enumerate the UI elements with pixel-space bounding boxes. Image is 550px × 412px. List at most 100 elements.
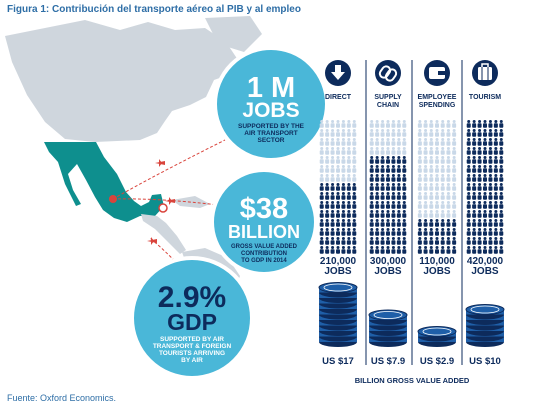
person-icon bbox=[466, 228, 471, 236]
person-icon bbox=[375, 147, 380, 155]
person-icon bbox=[391, 192, 396, 200]
person-icon bbox=[493, 192, 498, 200]
person-icon bbox=[352, 210, 357, 218]
person-icon bbox=[440, 201, 445, 209]
person-icon bbox=[330, 147, 335, 155]
jobs-value-label: 420,000 bbox=[467, 256, 504, 267]
person-icon bbox=[396, 228, 401, 236]
person-icon bbox=[369, 183, 374, 191]
person-icon bbox=[346, 246, 351, 254]
person-icon bbox=[493, 183, 498, 191]
person-icon bbox=[380, 246, 385, 254]
person-icon bbox=[336, 120, 340, 128]
person-icon bbox=[402, 246, 407, 254]
person-icon bbox=[429, 201, 434, 209]
person-icon bbox=[429, 156, 434, 164]
person-icon bbox=[477, 120, 482, 128]
person-icon bbox=[319, 174, 324, 182]
person-icon bbox=[336, 156, 340, 164]
person-icon bbox=[352, 237, 357, 245]
person-icon bbox=[440, 129, 445, 137]
person-icon bbox=[472, 183, 477, 191]
person-icon bbox=[483, 246, 487, 254]
person-icon bbox=[499, 183, 504, 191]
person-icon bbox=[499, 174, 504, 182]
gva-line-1: GROSS VALUE ADDED bbox=[231, 244, 298, 250]
person-icon bbox=[375, 183, 380, 191]
person-icon bbox=[330, 174, 335, 182]
person-icon bbox=[386, 165, 390, 173]
person-icon bbox=[488, 174, 493, 182]
person-icon bbox=[380, 174, 385, 182]
person-icon bbox=[472, 237, 477, 245]
person-icon bbox=[488, 246, 493, 254]
person-icon bbox=[446, 156, 451, 164]
person-icon bbox=[417, 219, 422, 227]
person-icon bbox=[466, 237, 471, 245]
person-icon bbox=[369, 165, 374, 173]
person-icon bbox=[375, 201, 380, 209]
person-icon bbox=[386, 138, 390, 146]
person-icon bbox=[346, 120, 351, 128]
person-icon bbox=[466, 219, 471, 227]
person-icon bbox=[346, 201, 351, 209]
person-icon bbox=[325, 210, 330, 218]
person-icon bbox=[380, 228, 385, 236]
person-icon bbox=[325, 165, 330, 173]
person-icon bbox=[440, 228, 445, 236]
person-icon bbox=[466, 147, 471, 155]
person-icon bbox=[380, 156, 385, 164]
person-icon bbox=[423, 120, 428, 128]
person-icon bbox=[375, 138, 380, 146]
person-icon bbox=[325, 219, 330, 227]
person-icon bbox=[375, 228, 380, 236]
person-icon bbox=[488, 138, 493, 146]
person-icon bbox=[417, 138, 422, 146]
person-icon bbox=[452, 183, 457, 191]
person-icon bbox=[477, 156, 482, 164]
person-icon bbox=[391, 246, 396, 254]
gva-callout: $38 BILLION GROSS VALUE ADDED CONTRIBUTI… bbox=[210, 168, 318, 276]
gva-labels: US $17 US $7.9 US $2.9 US $10 bbox=[322, 356, 501, 367]
coin-stack bbox=[318, 282, 358, 347]
person-icon bbox=[429, 237, 434, 245]
person-icon bbox=[417, 210, 422, 218]
person-icon bbox=[483, 183, 487, 191]
person-icon bbox=[466, 192, 471, 200]
person-icon bbox=[346, 237, 351, 245]
person-icon bbox=[319, 246, 324, 254]
person-icon bbox=[319, 129, 324, 137]
jobs-value-label: 300,000 bbox=[370, 256, 407, 267]
person-icon bbox=[330, 183, 335, 191]
person-icon bbox=[423, 237, 428, 245]
person-icon bbox=[346, 156, 351, 164]
person-icon bbox=[440, 210, 445, 218]
person-icon bbox=[483, 156, 487, 164]
person-icon bbox=[396, 138, 401, 146]
person-icon bbox=[396, 210, 401, 218]
plane-icon bbox=[155, 159, 165, 167]
person-icon bbox=[330, 219, 335, 227]
person-icon bbox=[483, 210, 487, 218]
person-icon bbox=[336, 201, 340, 209]
person-icon bbox=[417, 147, 422, 155]
person-icon bbox=[446, 129, 451, 137]
person-icon bbox=[330, 156, 335, 164]
person-icon bbox=[369, 129, 374, 137]
person-icon bbox=[375, 237, 380, 245]
person-icon bbox=[493, 237, 498, 245]
category-label-supply-chain: SUPPLY CHAIN bbox=[374, 94, 402, 109]
category-label-word: EMPLOYEE bbox=[418, 94, 457, 101]
jobs-line-3: SECTOR bbox=[258, 137, 285, 144]
person-icon bbox=[472, 192, 477, 200]
person-icon bbox=[446, 192, 451, 200]
person-icon bbox=[346, 129, 351, 137]
person-icon bbox=[477, 246, 482, 254]
person-icon bbox=[330, 228, 335, 236]
person-icon bbox=[446, 210, 451, 218]
person-icon bbox=[440, 246, 445, 254]
person-icon bbox=[341, 219, 346, 227]
person-icon bbox=[488, 192, 493, 200]
person-icon bbox=[477, 210, 482, 218]
jobs-line-2: AIR TRANSPORT bbox=[244, 130, 297, 137]
